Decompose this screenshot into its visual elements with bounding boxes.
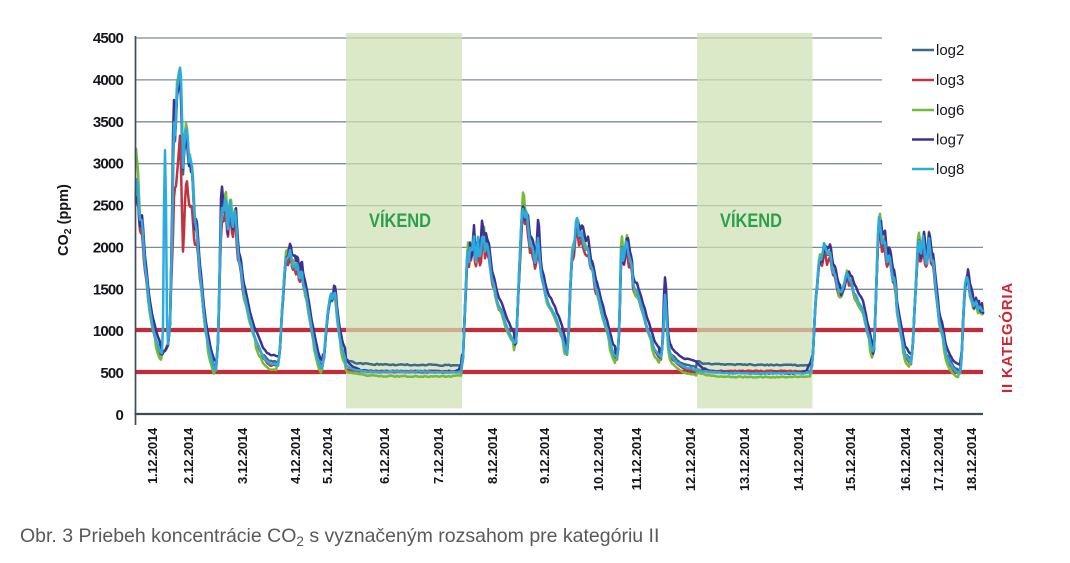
svg-text:2500: 2500 (93, 198, 124, 215)
svg-text:log6: log6 (936, 102, 964, 119)
svg-text:log7: log7 (936, 132, 964, 149)
svg-text:9.12.2014: 9.12.2014 (537, 427, 552, 484)
svg-text:log2: log2 (936, 42, 964, 59)
svg-text:CO2 (ppm): CO2 (ppm) (56, 184, 74, 256)
svg-text:17.12.2014: 17.12.2014 (931, 427, 946, 491)
svg-text:2.12.2014: 2.12.2014 (181, 427, 196, 484)
svg-text:0: 0 (115, 407, 123, 424)
svg-text:3500: 3500 (93, 114, 124, 131)
svg-text:2000: 2000 (93, 239, 124, 256)
svg-text:3.12.2014: 3.12.2014 (235, 427, 250, 484)
svg-text:14.12.2014: 14.12.2014 (791, 427, 806, 491)
svg-text:1.12.2014: 1.12.2014 (145, 427, 160, 484)
svg-text:4000: 4000 (93, 72, 124, 89)
svg-text:Obr. 3 Priebeh koncentrácie CO: Obr. 3 Priebeh koncentrácie CO2 s vyznač… (20, 525, 659, 549)
svg-text:1500: 1500 (93, 281, 124, 298)
svg-text:1000: 1000 (93, 323, 124, 340)
svg-text:10.12.2014: 10.12.2014 (591, 427, 606, 491)
svg-text:8.12.2014: 8.12.2014 (485, 427, 500, 484)
svg-text:VÍKEND: VÍKEND (369, 210, 431, 232)
svg-text:II KATEGÓRIA: II KATEGÓRIA (998, 282, 1016, 393)
svg-text:4500: 4500 (93, 30, 124, 47)
svg-text:500: 500 (100, 365, 123, 382)
svg-text:4.12.2014: 4.12.2014 (288, 427, 303, 484)
svg-text:5.12.2014: 5.12.2014 (320, 427, 335, 484)
svg-text:3000: 3000 (93, 156, 124, 173)
svg-text:16.12.2014: 16.12.2014 (898, 427, 913, 491)
svg-text:15.12.2014: 15.12.2014 (843, 427, 858, 491)
svg-text:12.12.2014: 12.12.2014 (683, 427, 698, 491)
svg-text:7.12.2014: 7.12.2014 (431, 427, 446, 484)
svg-text:13.12.2014: 13.12.2014 (737, 427, 752, 491)
svg-text:log3: log3 (936, 72, 964, 89)
svg-text:6.12.2014: 6.12.2014 (377, 427, 392, 484)
svg-text:18.12.2014: 18.12.2014 (964, 427, 979, 491)
svg-text:11.12.2014: 11.12.2014 (629, 427, 644, 490)
svg-text:log8: log8 (936, 161, 964, 178)
svg-text:VÍKEND: VÍKEND (720, 210, 782, 232)
